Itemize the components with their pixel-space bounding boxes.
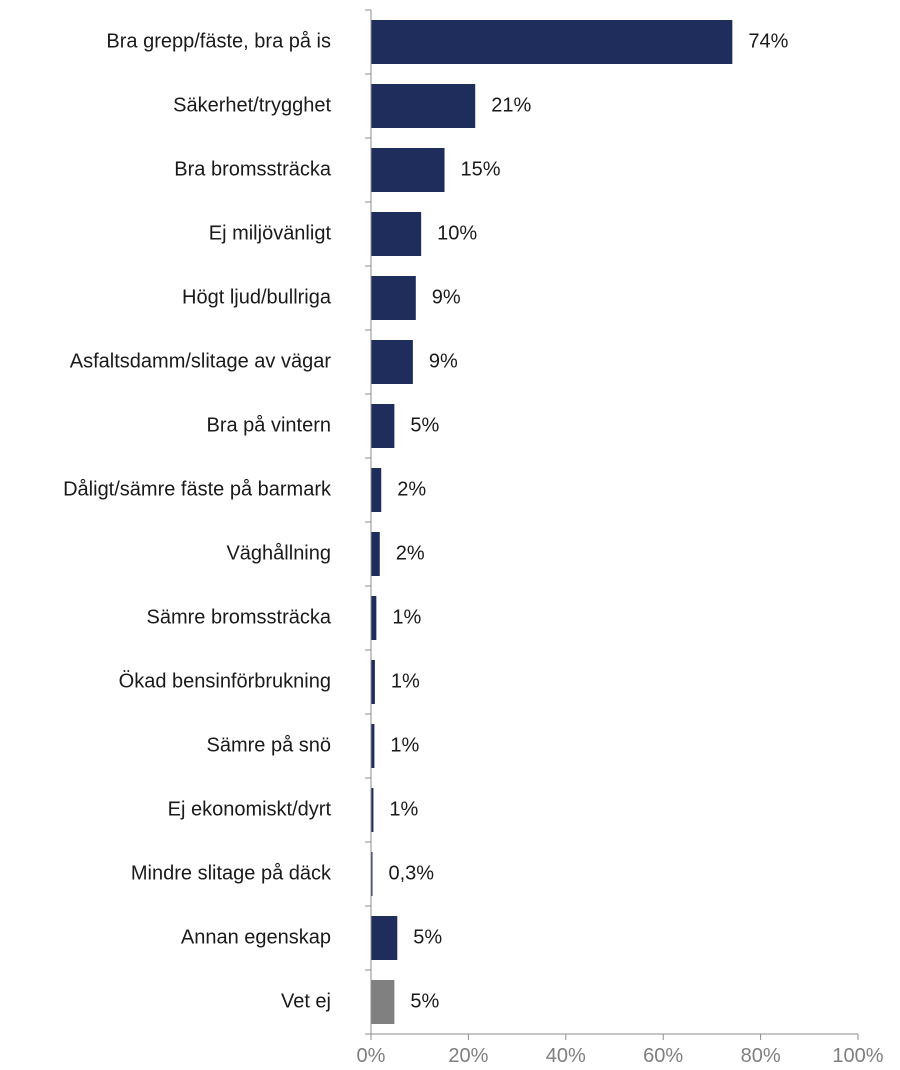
value-label-8: 2% [396,542,425,564]
value-labels-group: 74% 21% 15% 10% 9% 9% 5% 2% 2% 1% 1% 1% 1% 0,3% 5% 5% [389,30,789,1012]
bar-0 [371,20,733,64]
axes-group [365,9,859,1040]
bar-7 [371,468,382,512]
bar-3 [371,212,422,256]
category-label-14: Annan egenskap [181,926,331,948]
category-label-11: Sämre på snö [206,734,331,756]
category-label-1: Säkerhet/trygghet [173,94,331,116]
bar-2 [371,148,445,192]
category-label-15: Vet ej [281,990,331,1012]
value-label-10: 1% [391,670,420,692]
value-label-13: 0,3% [389,862,435,884]
category-label-12: Ej ekonomiskt/dyrt [168,798,332,820]
bars-group [371,20,733,1024]
bar-1 [371,84,476,128]
x-tick-label-4: 80% [741,1045,781,1067]
value-label-1: 21% [491,94,531,116]
x-tick-label-3: 60% [643,1045,683,1067]
value-label-2: 15% [461,158,501,180]
bar-11 [371,724,375,768]
x-tick-labels-group: 0% 20% 40% 60% 80% 100% [357,1045,884,1067]
category-label-13: Mindre slitage på däck [131,862,332,884]
bar-5 [371,340,413,384]
category-label-2: Bra bromssträcka [174,158,332,180]
x-tick-label-1: 20% [448,1045,488,1067]
value-label-5: 9% [429,350,458,372]
x-tick-label-0: 0% [357,1045,386,1067]
value-label-0: 74% [748,30,788,52]
x-tick-label-2: 40% [546,1045,586,1067]
category-label-0: Bra grepp/fäste, bra på is [106,30,331,52]
value-label-3: 10% [437,222,477,244]
category-label-7: Dåligt/sämre fäste på barmark [63,478,332,500]
value-label-6: 5% [410,414,439,436]
value-label-7: 2% [397,478,426,500]
value-label-15: 5% [410,990,439,1012]
bar-4 [371,276,416,320]
bar-15 [371,980,395,1024]
bar-12 [371,788,374,832]
category-label-3: Ej miljövänligt [209,222,332,244]
category-labels-group: Bra grepp/fäste, bra på is Säkerhet/trygg… [63,30,332,1012]
bar-13 [371,852,373,896]
value-label-11: 1% [390,734,419,756]
bar-8 [371,532,380,576]
category-label-6: Bra på vintern [206,414,331,436]
category-label-8: Väghållning [226,542,331,564]
category-label-9: Sämre bromssträcka [147,606,332,628]
bar-10 [371,660,375,704]
value-label-12: 1% [389,798,418,820]
value-label-4: 9% [432,286,461,308]
value-label-9: 1% [392,606,421,628]
category-label-5: Asfaltsdamm/slitage av vägar [70,350,332,372]
bar-14 [371,916,398,960]
value-label-14: 5% [413,926,442,948]
category-label-4: Högt ljud/bullriga [182,286,332,308]
x-tick-label-5: 100% [832,1045,883,1067]
category-label-10: Ökad bensinförbrukning [119,670,331,692]
bar-9 [371,596,377,640]
bar-6 [371,404,395,448]
